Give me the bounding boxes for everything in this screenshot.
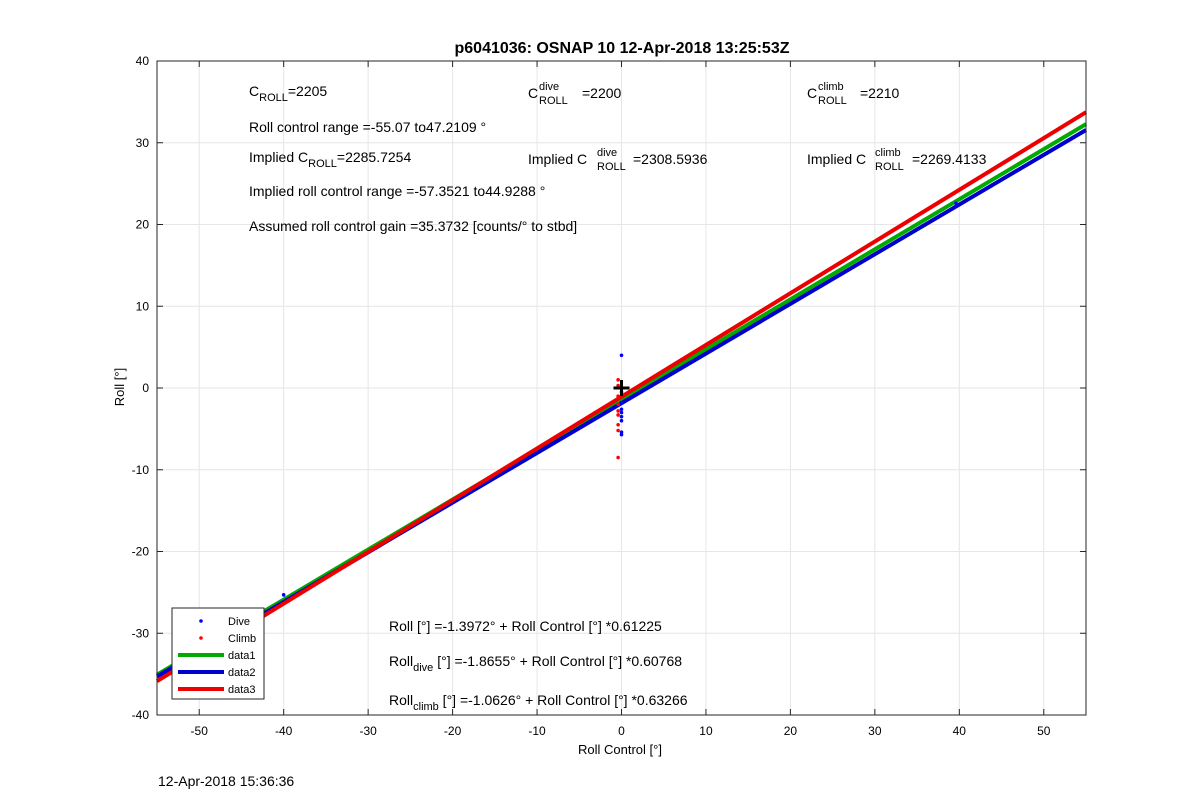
data-point-dive	[619, 400, 624, 405]
legend-label-data1: data1	[228, 650, 256, 662]
data-point-climb	[616, 455, 620, 460]
axis-ticks: -50 -40 -30 -20 -10 0 10 20 30 40 50 -40 -30 -20 -10 0 1…	[132, 54, 1086, 738]
legend-label-climb: Climb	[228, 633, 256, 645]
data-point-climb	[616, 402, 620, 407]
implied-roll-annotation: Implied CROLL=2285.7254	[249, 149, 411, 170]
c-dive-value: =2200	[582, 85, 622, 101]
c-dive-sup: dive	[539, 81, 559, 93]
data-point-climb	[616, 413, 620, 417]
data-point-climb	[616, 383, 620, 388]
implied-climb-sup: climb	[875, 147, 901, 159]
fit-line-data3	[155, 110, 1088, 683]
y-axis-label: Roll [°]	[112, 368, 127, 406]
c-climb-sup: climb	[818, 81, 844, 93]
x-tick-label: 30	[868, 724, 882, 738]
x-tick-label: 50	[1037, 724, 1051, 738]
y-tick-label: 30	[136, 136, 150, 150]
roll-range-annotation: Roll control range =-55.07 to47.2109 °	[249, 119, 486, 135]
y-tick-label: -10	[132, 463, 150, 477]
c-climb-sub: ROLL	[818, 95, 847, 107]
fit-dive-annotation: Rolldive [°] =-1.8655° + Roll Control [°…	[389, 653, 682, 674]
data-point-climb	[616, 422, 620, 427]
implied-dive-prefix: Implied C	[528, 151, 587, 167]
x-tick-label: 40	[953, 724, 967, 738]
implied-climb-prefix: Implied C	[807, 151, 866, 167]
data-point-climb	[616, 394, 620, 398]
legend-marker-dive	[199, 619, 203, 623]
c-roll-annotation: CROLL=2205	[249, 83, 327, 104]
c-dive-sub: ROLL	[539, 95, 568, 107]
y-tick-label: 20	[136, 218, 150, 232]
data-point-dive	[619, 432, 624, 437]
x-tick-label: -30	[359, 724, 377, 738]
c-climb-value: =2210	[860, 85, 900, 101]
c-dive-main: C	[528, 85, 538, 101]
fit-all-annotation: Roll [°] =-1.3972° + Roll Control [°] *0…	[389, 618, 662, 634]
timestamp: 12-Apr-2018 15:36:36	[158, 773, 295, 789]
x-tick-label: -20	[444, 724, 462, 738]
implied-dive-value: =2308.5936	[633, 151, 708, 167]
y-tick-label: -20	[132, 545, 150, 559]
implied-climb-sub: ROLL	[875, 161, 904, 173]
x-tick-label: 20	[784, 724, 798, 738]
y-tick-label: -40	[132, 708, 150, 722]
c-climb-main: C	[807, 85, 817, 101]
chart-title: p6041036: OSNAP 10 12-Apr-2018 13:25:53Z	[455, 40, 790, 57]
gain-annotation: Assumed roll control gain =35.3732 [coun…	[249, 218, 577, 234]
y-tick-label: 40	[136, 54, 150, 68]
implied-climb-value: =2269.4133	[912, 151, 987, 167]
legend-label-dive: Dive	[228, 616, 250, 628]
data-point-dive	[619, 407, 624, 412]
x-tick-label: -10	[528, 724, 546, 738]
data-point-dive	[619, 353, 624, 358]
legend: Dive Climb data1 data2 data3	[171, 607, 265, 700]
x-axis-label: Roll Control [°]	[578, 742, 662, 757]
data-point-climb	[616, 378, 620, 382]
data-point-dive	[954, 201, 958, 206]
data-point-dive	[281, 593, 286, 597]
y-tick-label: -30	[132, 626, 150, 640]
y-tick-label: 10	[136, 299, 150, 313]
x-tick-label: 0	[618, 724, 625, 738]
y-tick-label: 0	[142, 381, 149, 395]
annotations: CROLL=2205 C dive ROLL =2200 C climb ROL…	[249, 81, 987, 713]
implied-dive-sub: ROLL	[597, 161, 626, 173]
implied-dive-sup: dive	[597, 147, 617, 159]
data-point-dive	[619, 414, 624, 419]
data-point-climb	[616, 428, 620, 433]
x-tick-label: -50	[191, 724, 209, 738]
data-point-dive	[619, 418, 624, 423]
data-point-climb	[616, 409, 620, 413]
legend-marker-climb	[199, 636, 203, 640]
fit-climb-annotation: Rollclimb [°] =-1.0626° + Roll Control […	[389, 692, 688, 713]
x-tick-label: -40	[275, 724, 293, 738]
plot-series	[155, 110, 1088, 683]
fit-line-data1	[155, 122, 1088, 677]
x-tick-label: 10	[699, 724, 713, 738]
implied-range-annotation: Implied roll control range =-57.3521 to4…	[249, 183, 545, 199]
legend-label-data3: data3	[228, 684, 256, 696]
legend-label-data2: data2	[228, 667, 256, 679]
data-point-dive	[619, 410, 624, 415]
